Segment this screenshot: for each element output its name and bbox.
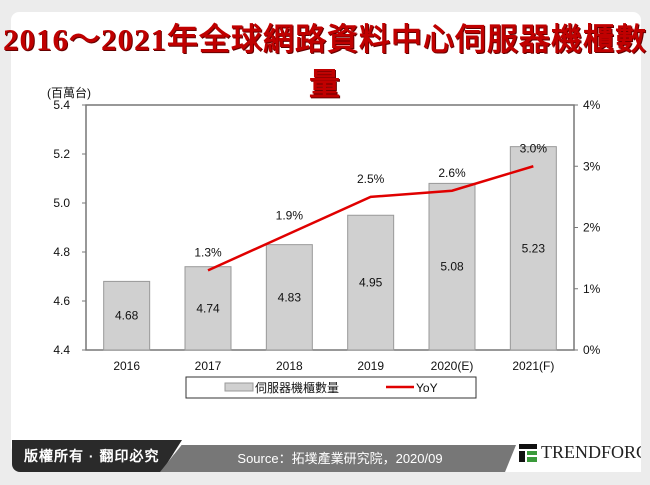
bar-2019: [347, 214, 395, 351]
y-axis-unit: (百萬台): [47, 85, 91, 100]
bar-value-label: 4.95: [359, 276, 383, 290]
yoy-value-label: 2.6%: [438, 166, 466, 180]
x-tick-label: 2019: [357, 359, 384, 373]
bar-2018: [265, 244, 313, 351]
x-tick-label: 2016: [113, 359, 140, 373]
y2-tick-label: 0%: [583, 343, 601, 357]
brand-name: TrendForce: [541, 442, 650, 462]
source-text: Source：拓墣產業研究院，2020/09: [160, 445, 520, 472]
x-tick-label: 2018: [276, 359, 303, 373]
yoy-value-label: 3.0%: [520, 141, 548, 155]
y2-tick-label: 2%: [583, 221, 601, 235]
y-tick-label: 5.4: [53, 98, 70, 112]
x-tick-label: 2021(F): [512, 359, 554, 373]
trendforce-logo: TrendForce: [505, 432, 641, 472]
trendforce-logo-icon: [519, 444, 537, 462]
yoy-line: [207, 165, 534, 272]
y-tick-label: 4.8: [53, 245, 70, 259]
y2-tick-label: 4%: [583, 98, 601, 112]
legend-box: [185, 376, 477, 399]
bar-2020(E): [428, 182, 476, 351]
y-tick-label: 5.0: [53, 196, 70, 210]
bar-value-label: 5.23: [522, 241, 546, 255]
y-tick-label: 4.4: [53, 343, 70, 357]
bar-value-label: 5.08: [440, 260, 464, 274]
page-title: 2016～2021年全球網路資料中心伺服器機櫃數量: [3, 22, 647, 102]
x-tick-label: 2020(E): [431, 359, 474, 373]
legend-bar-label: 伺服器機櫃數量: [255, 380, 339, 395]
legend-bar-swatch: [224, 382, 254, 392]
yoy-value-label: 2.5%: [357, 172, 385, 186]
bar-2021(F): [509, 146, 557, 351]
bar-2016: [103, 280, 151, 351]
yoy-value-label: 1.3%: [194, 245, 222, 259]
y2-tick-label: 1%: [583, 282, 601, 296]
yoy-value-label: 1.9%: [276, 209, 304, 223]
y-tick-label: 4.6: [53, 294, 70, 308]
y-tick-label: 5.2: [53, 147, 70, 161]
x-tick-label: 2017: [195, 359, 222, 373]
y2-tick-label: 3%: [583, 159, 601, 173]
bar-value-label: 4.68: [115, 309, 139, 323]
legend-line-label: YoY: [416, 381, 438, 395]
copyright-text: 版權所有 · 翻印必究: [12, 440, 182, 472]
bar-value-label: 4.83: [278, 290, 302, 304]
bar-2017: [184, 266, 232, 351]
plot-frame: [85, 104, 575, 351]
bar-value-label: 4.74: [196, 301, 220, 315]
